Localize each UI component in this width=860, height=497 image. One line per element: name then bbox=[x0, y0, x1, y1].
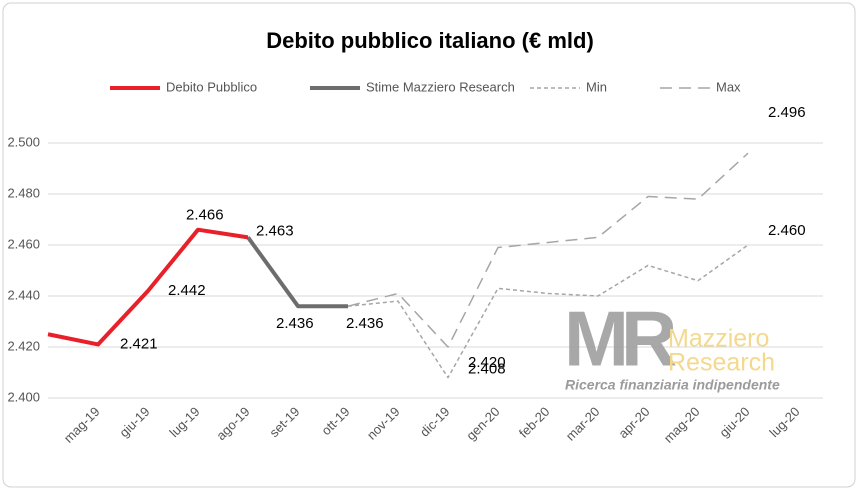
data-label: 2.421 bbox=[120, 335, 158, 352]
legend-label: Debito Pubblico bbox=[166, 79, 257, 94]
logo-mark: MR bbox=[564, 295, 676, 383]
data-label: 2.463 bbox=[256, 222, 294, 239]
legend-label: Min bbox=[586, 79, 607, 94]
y-tick-label: 2.420 bbox=[7, 338, 40, 353]
logo: MR Mazziero Research Ricerca finanziaria… bbox=[564, 295, 780, 393]
data-label: 2.420 bbox=[468, 354, 506, 371]
data-label: 2.436 bbox=[346, 315, 384, 332]
data-label: 2.466 bbox=[186, 207, 224, 224]
y-tick-label: 2.440 bbox=[7, 287, 40, 302]
logo-line1: Mazziero bbox=[668, 325, 769, 353]
data-label: 2.442 bbox=[168, 282, 206, 299]
logo-line2: Research bbox=[668, 349, 775, 377]
data-label: 2.408 bbox=[468, 361, 506, 378]
y-tick-label: 2.400 bbox=[7, 389, 40, 404]
legend-label: Max bbox=[716, 79, 741, 94]
data-label: 2.460 bbox=[768, 222, 806, 239]
data-label: 2.436 bbox=[276, 315, 314, 332]
chart-title: Debito pubblico italiano (€ mld) bbox=[266, 28, 594, 53]
y-tick-label: 2.460 bbox=[7, 236, 40, 251]
logo-tagline: Ricerca finanziaria indipendente bbox=[565, 377, 780, 393]
data-label: 2.496 bbox=[768, 104, 806, 121]
series-line bbox=[246, 236, 348, 309]
legend-label: Stime Mazziero Research bbox=[366, 79, 515, 94]
y-tick-label: 2.500 bbox=[7, 134, 40, 149]
y-tick-label: 2.480 bbox=[7, 185, 40, 200]
series-line bbox=[347, 244, 749, 379]
series-line bbox=[347, 152, 749, 348]
series-line bbox=[47, 227, 249, 347]
